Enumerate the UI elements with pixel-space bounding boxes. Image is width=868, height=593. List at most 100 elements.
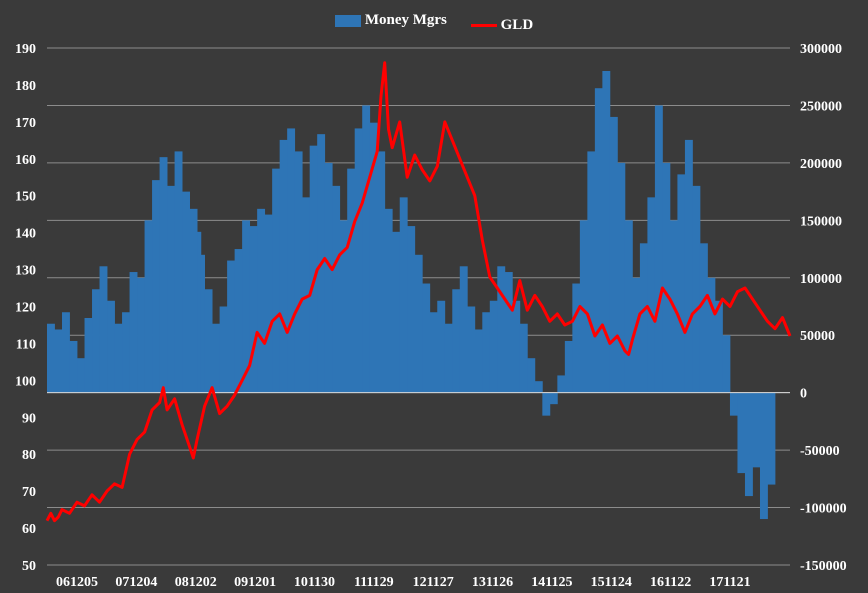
money-mgrs-bar bbox=[594, 88, 603, 393]
x-axis-tick-label: 101130 bbox=[294, 575, 335, 590]
x-axis-tick-label: 141125 bbox=[531, 575, 572, 590]
x-axis-tick-label: 081202 bbox=[175, 575, 217, 590]
money-mgrs-bar bbox=[639, 243, 648, 393]
money-mgrs-bar bbox=[602, 70, 611, 393]
money-mgrs-bar bbox=[234, 249, 243, 393]
money-mgrs-bar bbox=[122, 312, 130, 393]
money-mgrs-bar bbox=[474, 329, 483, 393]
legend-swatch-line bbox=[470, 23, 497, 27]
left-axis-tick-label: 190 bbox=[15, 42, 36, 57]
money-mgrs-bar bbox=[137, 277, 145, 393]
gld-series-line bbox=[45, 61, 792, 523]
money-mgrs-bar bbox=[527, 358, 536, 393]
legend-label-gld: GLD bbox=[500, 16, 534, 33]
left-axis-tick-label: 110 bbox=[16, 337, 36, 352]
money-mgrs-bar bbox=[452, 289, 461, 393]
x-axis-tick-label: 091201 bbox=[234, 575, 276, 590]
money-mgrs-bar bbox=[722, 335, 731, 393]
money-mgrs-bar bbox=[362, 105, 371, 393]
money-mgrs-bar bbox=[534, 381, 543, 393]
right-axis-tick-label: 100000 bbox=[800, 272, 842, 287]
money-mgrs-bar bbox=[759, 392, 768, 520]
legend-swatch-bar bbox=[334, 14, 361, 27]
money-mgrs-bar bbox=[144, 220, 153, 393]
money-mgrs-bar bbox=[392, 231, 401, 393]
money-mgrs-bar bbox=[632, 277, 641, 393]
money-mgrs-bar bbox=[332, 185, 341, 393]
money-mgrs-bar bbox=[497, 266, 506, 393]
money-mgrs-bar bbox=[422, 283, 431, 393]
money-mgrs-bar bbox=[167, 185, 175, 393]
money-mgrs-bar bbox=[84, 317, 93, 393]
x-axis-tick-label: 161122 bbox=[650, 575, 691, 590]
money-mgrs-bar bbox=[707, 277, 716, 393]
money-mgrs-bar bbox=[92, 289, 100, 393]
money-mgrs-bar bbox=[429, 312, 438, 393]
money-mgrs-bar bbox=[542, 392, 551, 416]
money-mgrs-bar bbox=[114, 323, 123, 393]
money-mgrs-bar bbox=[684, 139, 693, 393]
money-mgrs-bar bbox=[407, 226, 416, 393]
left-axis-tick-label: 50 bbox=[22, 559, 36, 574]
legend-item-gld[interactable]: GLD bbox=[470, 16, 534, 34]
x-axis-tick-label: 071204 bbox=[115, 575, 157, 590]
money-mgrs-bar bbox=[227, 260, 236, 393]
money-mgrs-bar bbox=[399, 197, 408, 393]
x-axis-tick-label: 151124 bbox=[591, 575, 632, 590]
right-axis-tick-label: 250000 bbox=[800, 99, 842, 114]
money-mgrs-bar bbox=[557, 375, 566, 393]
left-axis-tick-label: 60 bbox=[22, 522, 36, 537]
money-mgrs-bar bbox=[309, 145, 318, 393]
money-mgrs-bar bbox=[339, 220, 348, 393]
money-mgrs-bar bbox=[294, 151, 303, 393]
left-axis-tick-label: 100 bbox=[15, 374, 36, 389]
right-axis-tick-label: -150000 bbox=[800, 559, 847, 574]
right-axis-tick-label: 50000 bbox=[800, 329, 835, 344]
money-mgrs-bar bbox=[212, 323, 221, 393]
money-mgrs-bar bbox=[287, 128, 296, 393]
left-axis-tick-label: 70 bbox=[22, 485, 36, 500]
money-mgrs-bar bbox=[729, 392, 738, 416]
money-mgrs-bar bbox=[549, 392, 558, 405]
money-mgrs-bar bbox=[47, 323, 55, 393]
money-mgrs-bar bbox=[242, 220, 251, 393]
money-mgrs-bar bbox=[302, 197, 311, 393]
money-mgrs-bar bbox=[189, 208, 198, 393]
money-mgrs-bar bbox=[512, 300, 521, 393]
money-mgrs-bar bbox=[737, 392, 746, 474]
money-mgrs-bar bbox=[377, 151, 386, 393]
right-axis-tick-label: 200000 bbox=[800, 157, 842, 172]
x-axis-tick-label: 061205 bbox=[56, 575, 98, 590]
money-mgrs-bar bbox=[204, 289, 213, 393]
right-axis-tick-label: 150000 bbox=[800, 214, 842, 229]
money-mgrs-bar bbox=[692, 185, 701, 393]
money-mgrs-bar bbox=[414, 254, 423, 393]
money-mgrs-bar bbox=[572, 283, 581, 393]
money-mgrs-bar bbox=[54, 329, 63, 393]
money-mgrs-bar bbox=[699, 243, 708, 393]
money-mgrs-bar bbox=[579, 220, 588, 393]
legend-label-money-mgrs: Money Mgrs bbox=[364, 12, 447, 28]
left-axis-tick-label: 180 bbox=[15, 79, 36, 94]
money-mgrs-bar bbox=[62, 312, 70, 393]
money-mgrs-bar bbox=[107, 300, 115, 393]
left-axis-tick-label: 150 bbox=[15, 190, 36, 205]
money-mgrs-bar bbox=[129, 272, 138, 393]
money-mgrs-bar bbox=[677, 174, 686, 393]
money-mgrs-bar bbox=[489, 300, 498, 393]
money-mgrs-bar bbox=[219, 306, 228, 393]
left-axis-tick-label: 130 bbox=[15, 264, 36, 279]
money-mgrs-bar bbox=[159, 157, 168, 393]
money-mgrs-bar bbox=[384, 208, 393, 393]
money-mgrs-bar bbox=[647, 197, 656, 393]
legend-item-money-mgrs[interactable]: Money Mgrs bbox=[334, 12, 447, 29]
money-mgrs-bar bbox=[744, 392, 753, 497]
money-mgrs-bar bbox=[752, 392, 761, 468]
money-mgrs-bar bbox=[369, 122, 378, 393]
money-mgrs-bar bbox=[662, 162, 671, 393]
left-axis-tick-label: 80 bbox=[22, 448, 36, 463]
money-mgrs-bar bbox=[587, 151, 596, 393]
right-axis-tick-label: 0 bbox=[800, 387, 807, 402]
